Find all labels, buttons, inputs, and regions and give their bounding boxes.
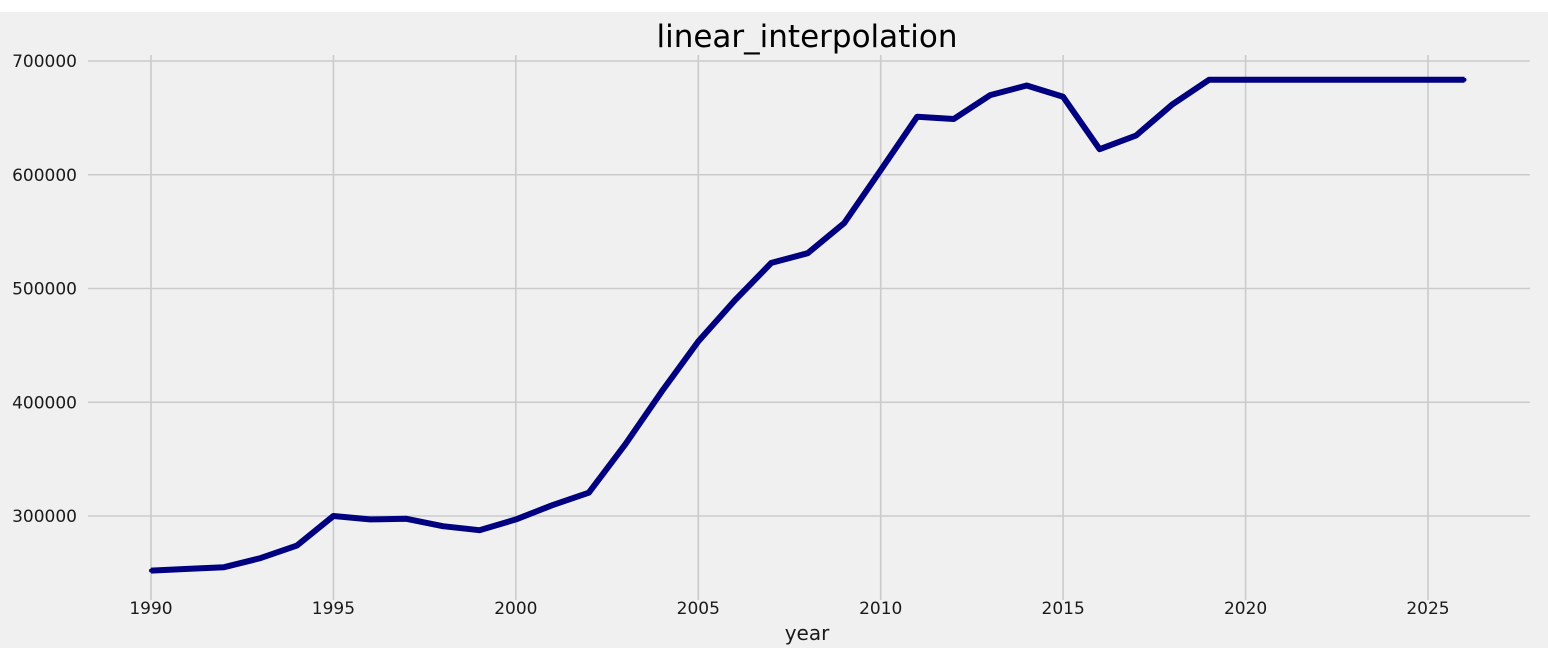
data-point [1243, 77, 1248, 82]
data-point [1024, 83, 1029, 88]
data-point [623, 442, 628, 447]
data-point [331, 514, 336, 518]
data-point [294, 543, 299, 548]
data-point [951, 117, 956, 122]
y-tick-label: 400000 [12, 393, 77, 413]
y-tick-label: 600000 [12, 166, 77, 186]
data-point [258, 556, 263, 561]
x-axis-label: year [785, 621, 830, 645]
data-point [1061, 94, 1066, 99]
data-point [769, 260, 774, 265]
x-tick-label: 2025 [1406, 599, 1449, 619]
data-point [659, 389, 664, 394]
plot-background [0, 12, 1548, 648]
data-point [367, 517, 372, 522]
x-tick-label: 2015 [1042, 599, 1085, 619]
data-point [221, 565, 226, 570]
tick-labels: 1990 1995 2000 2005 2010 2015 2020 2025 300000 40… [12, 52, 1450, 619]
data-point [513, 517, 518, 522]
data-point [1134, 133, 1139, 138]
data-point [1207, 77, 1212, 82]
data-point [477, 528, 482, 533]
data-point [805, 251, 810, 256]
data-point [1097, 147, 1102, 152]
x-tick-label: 1990 [129, 599, 172, 619]
data-point [149, 568, 153, 573]
data-point [878, 168, 883, 173]
data-point [842, 221, 847, 226]
y-tick-label: 500000 [12, 280, 77, 300]
data-point [1353, 77, 1358, 82]
data-point [1389, 77, 1394, 82]
data-point [988, 93, 993, 98]
data-point [915, 114, 920, 119]
data-point [404, 516, 409, 521]
x-tick-label: 2020 [1224, 599, 1267, 619]
x-tick-label: 1995 [312, 599, 355, 619]
chart-title: linear_interpolation [656, 19, 957, 55]
x-tick-label: 2010 [859, 599, 902, 619]
data-point [586, 490, 591, 495]
x-tick-label: 2000 [494, 599, 537, 619]
data-point [1170, 102, 1175, 107]
data-point [185, 566, 190, 571]
data-point [696, 339, 701, 344]
data-point [1280, 77, 1285, 82]
y-tick-label: 300000 [12, 507, 77, 527]
data-point [550, 503, 555, 508]
grid [88, 55, 1530, 600]
data-point [440, 524, 445, 529]
data-point [732, 298, 737, 303]
data-point [1462, 77, 1467, 82]
data-point [1316, 77, 1321, 82]
data-point [1426, 77, 1430, 82]
y-tick-label: 700000 [12, 52, 77, 72]
x-tick-label: 2005 [677, 599, 720, 619]
series-layer [149, 76, 1467, 574]
